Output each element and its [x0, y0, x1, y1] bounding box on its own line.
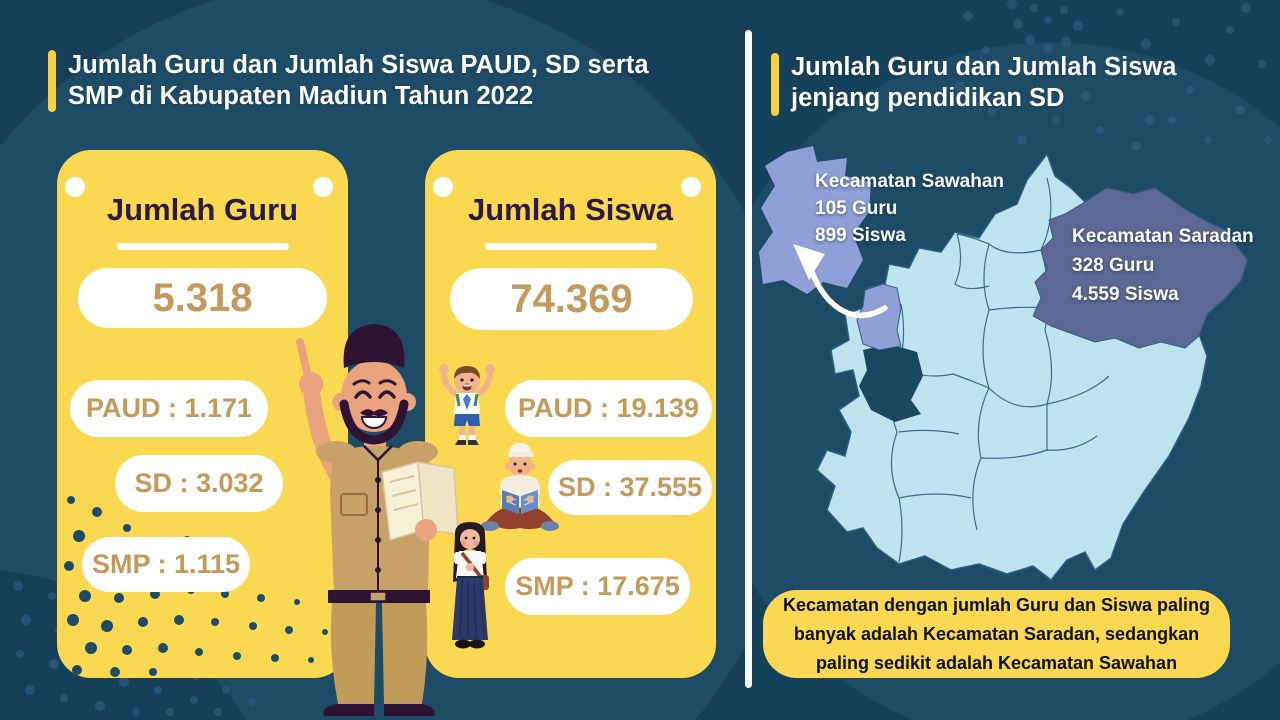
map-svg: [759, 146, 1248, 581]
teacher-illustration: [278, 292, 483, 720]
right-title-accent-bar: [771, 53, 779, 116]
sawahan-label: Kecamatan Sawahan 105 Guru 899 Siswa: [815, 168, 1004, 249]
left-title-line2: SMP di Kabupaten Madiun Tahun 2022: [68, 82, 534, 110]
guru-smp-pill: SMP : 1.115: [82, 537, 250, 592]
guru-title-underline: [116, 243, 289, 250]
guru-total-pill: 5.318: [78, 268, 327, 328]
city-enclave: [859, 344, 923, 422]
guru-card-title: Jumlah Guru: [106, 192, 299, 227]
siswa-card-title: Jumlah Siswa: [467, 192, 674, 227]
sawahan-siswa: 899 Siswa: [815, 225, 906, 246]
saradan-guru: 328 Guru: [1072, 255, 1155, 276]
callout-arrow: [808, 267, 888, 319]
siswa-sd-pill: SD : 37.555: [548, 460, 712, 515]
guru-card: Jumlah Guru 5.318 PAUD : 1.171 SD : 3.03…: [57, 150, 348, 678]
guru-paud-pill: PAUD : 1.171: [70, 380, 268, 437]
card-pin-right: [313, 177, 333, 197]
siswa-card: Jumlah Siswa 74.369 PAUD : 19.139 SD : 3…: [425, 150, 716, 678]
siswa-paud-pill: PAUD : 19.139: [505, 380, 712, 437]
right-section-title: Jumlah Guru dan Jumlah Siswa jenjang pen…: [791, 52, 1176, 114]
cheering-boy-illustration: [436, 360, 498, 448]
schoolgirl-illustration: [438, 520, 502, 655]
siswa-smp-pill: SMP : 17.675: [505, 558, 690, 615]
siswa-title-underline: [484, 243, 657, 250]
right-title-line2: jenjang pendidikan SD: [791, 84, 1065, 112]
left-section-title: Jumlah Guru dan Jumlah Siswa PAUD, SD se…: [68, 50, 649, 112]
conclusion-box: Kecamatan dengan jumlah Guru dan Siswa p…: [763, 590, 1230, 678]
conclusion-line3: paling sedikit adalah Kecamatan Sawahan: [815, 652, 1178, 673]
section-divider: [745, 30, 752, 688]
sawahan-name: Kecamatan Sawahan: [815, 171, 1005, 192]
left-title-accent-bar: [48, 50, 56, 112]
saradan-label: Kecamatan Saradan 328 Guru 4.559 Siswa: [1072, 222, 1254, 309]
conclusion-line2: banyak adalah Kecamatan Saradan, sedangk…: [793, 623, 1200, 644]
siswa-total-pill: 74.369: [450, 268, 693, 330]
saradan-name: Kecamatan Saradan: [1072, 226, 1254, 247]
card-pin-left: [433, 177, 453, 197]
reading-boy-illustration: [472, 438, 567, 546]
saradan-siswa: 4.559 Siswa: [1072, 284, 1179, 305]
left-title-line1: Jumlah Guru dan Jumlah Siswa PAUD, SD se…: [68, 51, 649, 79]
right-title-line1: Jumlah Guru dan Jumlah Siswa: [791, 53, 1177, 81]
saradan-region: [1032, 187, 1248, 349]
madiun-district-map: Kecamatan Sawahan 105 Guru 899 Siswa Kec…: [755, 138, 1280, 593]
card-pin-right: [681, 177, 701, 197]
conclusion-line1: Kecamatan dengan jumlah Guru dan Siswa p…: [782, 594, 1211, 615]
sawahan-enlarged-shape: [759, 146, 871, 294]
guru-sd-pill: SD : 3.032: [115, 455, 283, 512]
sawahan-guru: 105 Guru: [815, 198, 898, 219]
callout-arrowhead: [793, 244, 825, 280]
card-pin-left: [65, 177, 85, 197]
